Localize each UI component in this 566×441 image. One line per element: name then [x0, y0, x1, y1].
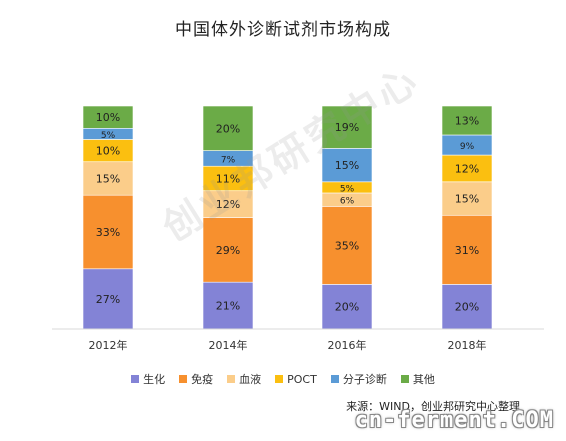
- bar-segment-3-0: [441, 284, 493, 330]
- legend-label: 生化: [143, 373, 166, 386]
- legend-swatch: [330, 375, 339, 383]
- bars-layer: 27% 33% 15% 10% 5% 10% 21% 29% 12% 11% 7% 20% 20% 35%…: [82, 105, 493, 330]
- data-label-0-3: 10%: [96, 145, 120, 158]
- data-label-0-0: 27%: [96, 293, 120, 306]
- legend-item-2: 血液: [227, 371, 261, 387]
- legend-item-4: 分子诊断: [330, 371, 387, 387]
- source-note: 来源：WIND，创业邦研究中心整理: [346, 400, 520, 413]
- chart-title: 中国体外诊断试剂市场构成: [175, 20, 391, 40]
- x-tick-label-2: 2016年: [328, 338, 367, 352]
- data-label-0-1: 33%: [96, 226, 120, 239]
- legend: 生化 免疫 血液 POCT 分子诊断 其他: [0, 371, 566, 387]
- x-tick-labels: 2012年 2014年 2016年 2018年: [89, 338, 487, 352]
- legend-label: 血液: [239, 373, 262, 386]
- data-label-3-2: 15%: [455, 193, 479, 206]
- bar-segment-3-5: [441, 105, 493, 136]
- legend-item-3: POCT: [275, 371, 317, 387]
- bar-segment-2-5: [321, 105, 373, 149]
- site-watermark: cn-ferment.COM: [354, 408, 554, 433]
- data-label-3-1: 31%: [455, 244, 479, 257]
- legend-swatch: [227, 375, 236, 383]
- data-label-2-0: 20%: [335, 301, 359, 314]
- x-tick-label-3: 2018年: [448, 338, 487, 352]
- bar-segment-1-0: [202, 281, 254, 330]
- x-tick-label-1: 2014年: [209, 338, 248, 352]
- x-tick-label-0: 2012年: [89, 338, 128, 352]
- legend-label: POCT: [287, 372, 317, 386]
- data-label-2-1: 35%: [335, 239, 359, 252]
- data-label-0-2: 15%: [96, 172, 120, 185]
- bar-segment-3-3: [441, 154, 493, 183]
- bar-segment-0-5: [82, 105, 134, 129]
- data-label-1-0: 21%: [216, 300, 240, 313]
- bar-segment-2-4: [321, 148, 373, 183]
- data-label-3-0: 20%: [455, 301, 479, 314]
- data-label-1-3: 11%: [216, 172, 240, 185]
- legend-label: 其他: [412, 373, 435, 386]
- legend-swatch: [400, 375, 409, 383]
- data-label-2-2: 6%: [340, 197, 355, 207]
- legend-swatch: [179, 375, 188, 383]
- data-label-3-4: 9%: [460, 142, 475, 152]
- bar-segment-2-1: [321, 206, 373, 285]
- legend-item-0: 生化: [131, 371, 165, 387]
- data-label-1-1: 29%: [216, 244, 240, 257]
- legend-label: 分子诊断: [342, 373, 387, 386]
- bar-segment-0-0: [82, 268, 134, 330]
- bar-segment-1-3: [202, 165, 254, 192]
- bar-segment-0-1: [82, 194, 134, 270]
- data-label-1-5: 20%: [216, 122, 240, 135]
- data-label-0-4: 5%: [101, 131, 116, 141]
- data-label-2-4: 15%: [335, 159, 359, 172]
- legend-swatch: [275, 375, 284, 383]
- data-label-2-5: 19%: [335, 121, 359, 134]
- legend-item-5: 其他: [400, 371, 435, 387]
- data-label-1-4: 7%: [221, 155, 236, 165]
- legend-label: 免疫: [191, 373, 214, 386]
- legend-swatch: [131, 375, 140, 383]
- data-label-3-5: 13%: [455, 114, 479, 127]
- data-label-1-2: 12%: [216, 198, 240, 211]
- legend-item-1: 免疫: [179, 371, 213, 387]
- bar-segment-1-5: [202, 105, 254, 151]
- data-label-0-5: 10%: [96, 111, 120, 124]
- data-label-2-3: 5%: [340, 184, 355, 194]
- bar-segment-3-1: [441, 214, 493, 285]
- bar-segment-1-1: [202, 217, 254, 283]
- data-label-3-3: 12%: [455, 162, 479, 175]
